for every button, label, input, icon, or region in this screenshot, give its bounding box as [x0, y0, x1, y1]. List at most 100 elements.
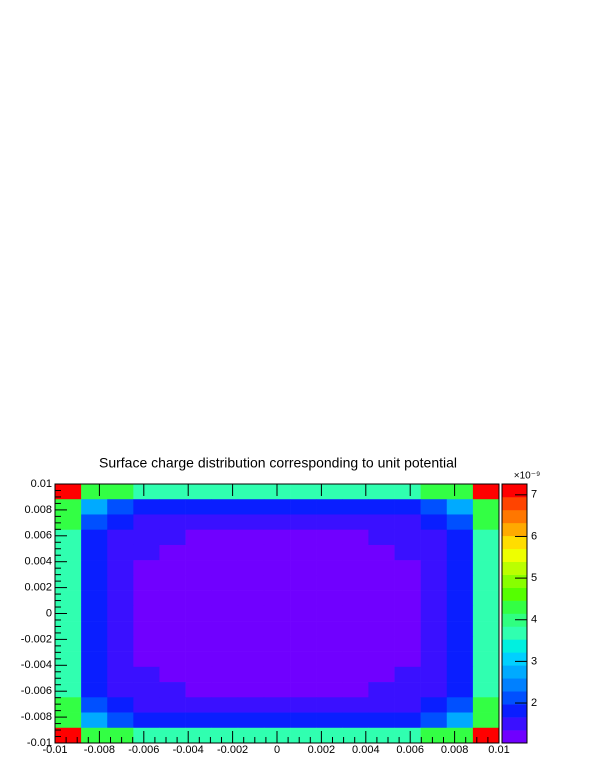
heatmap-cell: [185, 651, 213, 668]
heatmap-cell: [81, 605, 108, 622]
heatmap-cell: [185, 514, 213, 531]
heatmap-cell: [368, 666, 395, 683]
heatmap-cell: [368, 544, 395, 561]
heatmap-cell: [290, 621, 317, 637]
colorbar-tick-label: 6: [531, 530, 537, 542]
heatmap-cell: [420, 651, 448, 668]
heatmap-cell: [55, 575, 82, 591]
heatmap-cell: [81, 682, 108, 698]
heatmap-cell: [263, 636, 291, 652]
heatmap-cell: [263, 666, 291, 683]
heatmap-cell: [107, 544, 134, 561]
heatmap-cell: [237, 666, 265, 683]
heatmap-cell: [107, 697, 134, 713]
heatmap-cell: [420, 575, 448, 591]
heatmap-cell: [446, 529, 474, 546]
heatmap-cell: [472, 514, 500, 531]
heatmap-cell: [420, 484, 448, 500]
heatmap-cell: [446, 651, 474, 668]
heatmap-cell: [394, 666, 421, 683]
heatmap-cell: [316, 727, 343, 744]
heatmap-cell: [368, 621, 395, 637]
x-tick-label: -0.002: [217, 744, 248, 756]
heatmap-cell: [185, 727, 213, 744]
heatmap-cell: [263, 605, 291, 622]
heatmap-cell: [237, 605, 265, 622]
heatmap-cell: [133, 514, 160, 531]
colorbar-swatch: [502, 509, 527, 524]
heatmap-cell: [185, 636, 213, 652]
heatmap-cell: [159, 712, 186, 729]
heatmap-cell: [159, 560, 186, 576]
heatmap-cell: [159, 605, 186, 622]
heatmap-cell: [81, 712, 108, 729]
heatmap-cell: [316, 560, 343, 576]
heatmap-cell: [133, 499, 160, 515]
heatmap-cell: [263, 529, 291, 546]
heatmap-cell: [107, 575, 134, 591]
heatmap-cell: [55, 560, 82, 576]
heatmap-cell: [420, 666, 448, 683]
heatmap-cell: [420, 605, 448, 622]
heatmap-cell: [185, 697, 213, 713]
heatmap-cell: [368, 651, 395, 668]
heatmap-cell: [81, 727, 108, 744]
heatmap-cell: [185, 544, 213, 561]
heatmap-cell: [107, 560, 134, 576]
heatmap-cell: [81, 697, 108, 713]
heatmap-cell: [472, 590, 500, 607]
heatmap-cell: [133, 575, 160, 591]
heatmap-cell: [263, 590, 291, 607]
heatmap-cell: [133, 697, 160, 713]
axes: -0.01 -0.008 -0.006 -0.004 -0.002 0 0.002 0.004…: [21, 471, 540, 756]
heatmap-cell: [159, 544, 186, 561]
colorbar-swatch: [502, 626, 527, 640]
heatmap-cell: [81, 529, 108, 546]
heatmap-cell: [185, 529, 213, 546]
heatmap-cell: [159, 621, 186, 637]
colorbar-swatch: [502, 600, 527, 614]
heatmap-cell: [394, 621, 421, 637]
heatmap-cell: [342, 484, 369, 500]
heatmap-cell: [211, 666, 239, 683]
heatmap-cell: [446, 636, 474, 652]
y-tick-label: 0: [46, 607, 52, 619]
x-tick-label: -0.006: [128, 744, 159, 756]
heatmap-cell: [237, 544, 265, 561]
heatmap-cell: [211, 682, 239, 698]
heatmap-cell: [290, 484, 317, 500]
heatmap-cell: [81, 636, 108, 652]
colorbar-swatch: [502, 574, 527, 588]
heatmap-cell: [342, 651, 369, 668]
heatmap-cell: [420, 636, 448, 652]
heatmap-cell: [159, 484, 186, 500]
heatmap-cell: [211, 529, 239, 546]
heatmap-cell: [263, 697, 291, 713]
heatmap-cell: [237, 621, 265, 637]
heatmap-cell: [446, 560, 474, 576]
heatmap-cell: [446, 605, 474, 622]
heatmap-cell: [342, 544, 369, 561]
heatmap-cell: [263, 682, 291, 698]
heatmap-cell: [472, 575, 500, 591]
heatmap-cell: [368, 712, 395, 729]
heatmap-cell: [185, 605, 213, 622]
colorbar-swatch: [502, 484, 527, 498]
heatmap-cell: [290, 666, 317, 683]
heatmap-cell: [290, 499, 317, 515]
heatmap-cell: [446, 590, 474, 607]
heatmap-cell: [290, 636, 317, 652]
heatmap-cell: [107, 666, 134, 683]
heatmap-cell: [237, 651, 265, 668]
heatmap-cell: [316, 590, 343, 607]
heatmap-cell: [211, 590, 239, 607]
heatmap-cell: [420, 621, 448, 637]
heatmap-cell: [394, 636, 421, 652]
heatmap-cell: [368, 575, 395, 591]
colorbar-tick-label: 4: [531, 614, 537, 626]
heatmap-cell: [159, 697, 186, 713]
heatmap-cell: [237, 499, 265, 515]
chart-title: Surface charge distribution correspondin…: [99, 455, 457, 471]
y-tick-label: -0.008: [21, 711, 52, 723]
heatmap-cell: [159, 499, 186, 515]
